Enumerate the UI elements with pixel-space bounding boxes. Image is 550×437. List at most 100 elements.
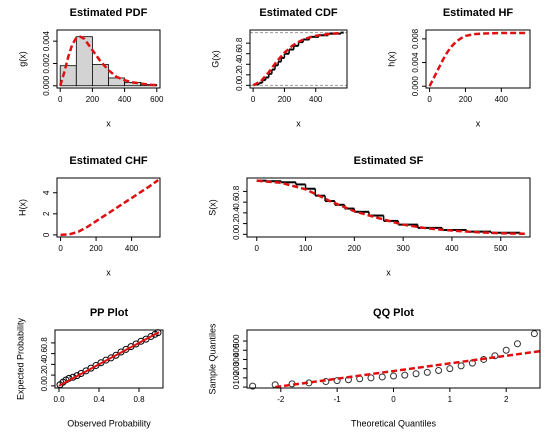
- y-tick-label: 400: [232, 343, 241, 357]
- y-tick-label: 0.2: [235, 69, 244, 81]
- point: [446, 365, 454, 373]
- y-tick-label: 0.0: [40, 380, 49, 392]
- x-tick-label: 0.8: [133, 395, 145, 404]
- curve: [428, 31, 529, 87]
- y-tick-label: 0.2: [232, 217, 241, 229]
- x-tick-label: 400: [445, 244, 459, 253]
- point: [530, 330, 538, 338]
- x-tick-label: -2: [277, 395, 285, 404]
- point: [249, 382, 257, 390]
- point: [513, 340, 521, 348]
- y-tick-label: 0.004: [42, 31, 51, 52]
- curve: [256, 179, 526, 236]
- x-tick-label: 0: [251, 95, 256, 104]
- y-tick-label: 0.0: [232, 228, 241, 240]
- y-tick-label: 0: [232, 384, 241, 389]
- x-tick-label: 200: [278, 95, 292, 104]
- y-tick-label: 0.0: [235, 79, 244, 91]
- histogram-bar: [92, 64, 109, 87]
- point: [147, 332, 155, 340]
- panel-title: QQ Plot: [373, 307, 414, 319]
- panel-title: Estimated CDF: [259, 7, 338, 19]
- y-axis-label: S(x): [207, 199, 217, 216]
- plot-frame: [425, 29, 531, 89]
- x-axis-label: x: [476, 118, 481, 128]
- point: [423, 368, 431, 376]
- x-tick-label: 0: [255, 244, 260, 253]
- x-tick-label: 200: [348, 244, 362, 253]
- y-tick-label: 2: [42, 211, 51, 216]
- x-tick-label: 400: [118, 95, 132, 104]
- y-tick-label: 100: [232, 371, 241, 385]
- y-axis-label: H(x): [17, 199, 27, 216]
- point: [367, 374, 375, 382]
- point: [401, 371, 409, 379]
- x-tick-label: 300: [396, 244, 410, 253]
- point: [457, 362, 465, 370]
- point: [502, 346, 510, 354]
- histogram-bar: [140, 84, 158, 87]
- y-axis-label: h(x): [386, 51, 396, 67]
- panel-title: PP Plot: [90, 307, 129, 319]
- y-tick-label: 0.6: [235, 48, 244, 60]
- x-tick-label: 600: [150, 95, 164, 104]
- panel-title: Estimated HF: [443, 7, 514, 19]
- x-tick-label: 0: [427, 95, 432, 104]
- plot-frame: [246, 329, 541, 389]
- point: [390, 372, 397, 380]
- plot-frame: [249, 29, 348, 89]
- point: [112, 351, 120, 359]
- curve: [58, 331, 160, 387]
- y-tick-label: 0.000: [411, 76, 420, 97]
- x-tick-label: 0: [391, 395, 396, 404]
- y-tick-label: 0.008: [411, 28, 420, 49]
- y-tick-label: 0.004: [411, 52, 420, 73]
- x-tick-label: 200: [459, 95, 473, 104]
- curve: [59, 35, 157, 87]
- plot-frame: [56, 29, 161, 89]
- y-axis-label: Expected Probability: [15, 317, 25, 400]
- x-axis-label: x: [296, 118, 301, 128]
- y-tick-label: 0.002: [42, 53, 51, 74]
- x-axis-label: x: [106, 267, 111, 277]
- x-tick-label: 0: [58, 244, 63, 253]
- point: [435, 367, 443, 375]
- curve: [252, 31, 340, 87]
- x-tick-label: 1: [448, 395, 453, 404]
- x-tick-label: 400: [309, 95, 323, 104]
- x-tick-label: 500: [494, 244, 508, 253]
- y-tick-label: 0.4: [235, 58, 244, 70]
- panel-title: Estimated CHF: [69, 155, 148, 167]
- point: [412, 370, 420, 378]
- x-tick-label: 400: [125, 244, 139, 253]
- y-axis-label: g(x): [17, 51, 27, 67]
- x-tick-label: -1: [334, 395, 342, 404]
- y-tick-label: 200: [232, 361, 241, 375]
- x-tick-label: 200: [86, 95, 100, 104]
- x-tick-label: 0.0: [53, 395, 65, 404]
- point: [491, 352, 499, 360]
- y-tick-label: 0.6: [40, 348, 49, 360]
- y-tick-label: 0.6: [232, 196, 241, 208]
- y-axis-label: G(x): [210, 50, 220, 68]
- y-tick-label: 300: [232, 352, 241, 366]
- x-axis-label: x: [106, 118, 111, 128]
- y-tick-label: 0.8: [40, 337, 49, 349]
- y-tick-label: 0.000: [42, 75, 51, 96]
- y-tick-label: 0.4: [40, 358, 49, 370]
- histogram-bar: [108, 77, 125, 87]
- y-tick-label: 0.8: [232, 185, 241, 197]
- point: [378, 373, 386, 381]
- panel-title: Estimated SF: [354, 155, 424, 167]
- x-tick-label: 2: [504, 395, 509, 404]
- x-tick-label: 0: [58, 95, 63, 104]
- panel-title: Estimated PDF: [70, 7, 148, 19]
- histogram-bar: [75, 36, 93, 87]
- y-tick-label: 0.2: [40, 369, 49, 381]
- y-tick-label: 4: [42, 190, 51, 195]
- x-axis-label: Theoretical Quantiles: [351, 418, 437, 428]
- x-tick-label: 400: [495, 95, 509, 104]
- plot-frame: [246, 177, 531, 238]
- y-tick-label: 0: [42, 232, 51, 237]
- x-axis-label: Observed Probability: [67, 418, 151, 428]
